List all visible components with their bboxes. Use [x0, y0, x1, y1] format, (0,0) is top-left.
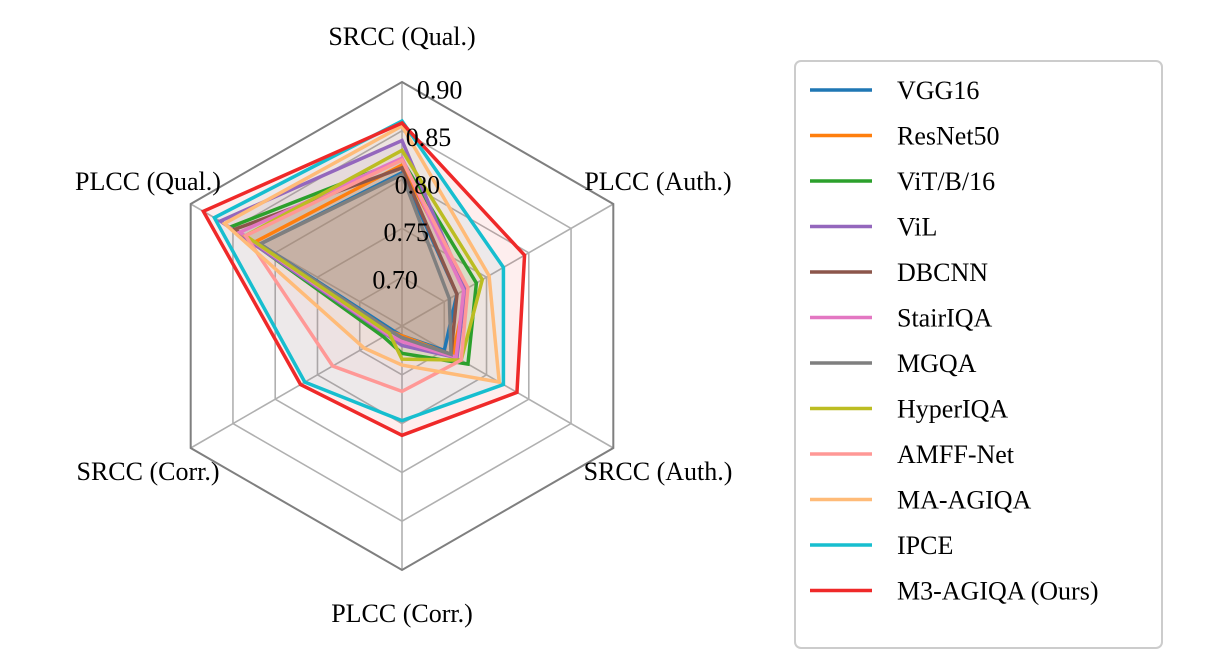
legend-label: MA-AGIQA: [897, 486, 1032, 515]
legend-label: M3-AGIQA (Ours): [897, 577, 1098, 606]
legend-label: ResNet50: [897, 122, 1000, 151]
radial-tick-labels: 0.70 0.75 0.80 0.85 0.90: [372, 75, 462, 294]
tick-label: 0.70: [372, 265, 418, 294]
legend-label: AMFF-Net: [897, 440, 1015, 469]
series-line-vil: [216, 138, 468, 360]
tick-label: 0.75: [384, 218, 430, 247]
grid-spoke: [401, 203, 614, 327]
axis-label: PLCC (Corr.): [331, 599, 473, 628]
series-fill: [259, 172, 457, 351]
series-line-stairiqa: [236, 155, 466, 360]
grid-ring: [358, 276, 446, 376]
axis-label: PLCC (Qual.): [75, 167, 221, 196]
axis-label: SRCC (Auth.): [584, 457, 733, 486]
series-fill: [255, 164, 468, 356]
legend: VGG16 ResNet50 ViT/B/16 ViL DBCNN StairIQA MGQ…: [794, 60, 1163, 649]
axis-label: SRCC (Qual.): [328, 22, 475, 51]
series-line-ma-agiqa: [221, 123, 502, 385]
legend-label: StairIQA: [897, 304, 993, 333]
legend-label: IPCE: [897, 531, 953, 560]
axis-label: SRCC (Corr.): [76, 457, 219, 486]
grid-frame: [189, 80, 615, 572]
legend-label: ViL: [897, 213, 937, 242]
series-line-ipce: [211, 118, 506, 423]
grid-spoke: [190, 325, 403, 449]
legend-label: ViT/B/16: [897, 167, 995, 196]
legend-label: HyperIQA: [897, 395, 1008, 424]
legend-label: VGG16: [897, 76, 979, 105]
series-line-amff-net: [243, 157, 470, 394]
tick-label: 0.80: [395, 170, 441, 199]
tick-label: 0.85: [406, 123, 452, 152]
series-fill: [259, 174, 452, 355]
tick-label: 0.90: [417, 75, 463, 104]
axis-label: PLCC (Auth.): [584, 167, 731, 196]
series-lines: [200, 118, 527, 438]
axis-labels: SRCC (Qual.) PLCC (Auth.) SRCC (Auth.) PLCC…: [75, 22, 732, 628]
legend-label: MGQA: [897, 349, 977, 378]
series-line-m3-agiqa-ours: [200, 120, 527, 438]
grid-ring: [316, 227, 488, 425]
legend-frame: [794, 60, 1163, 649]
legend-label: DBCNN: [897, 258, 988, 287]
